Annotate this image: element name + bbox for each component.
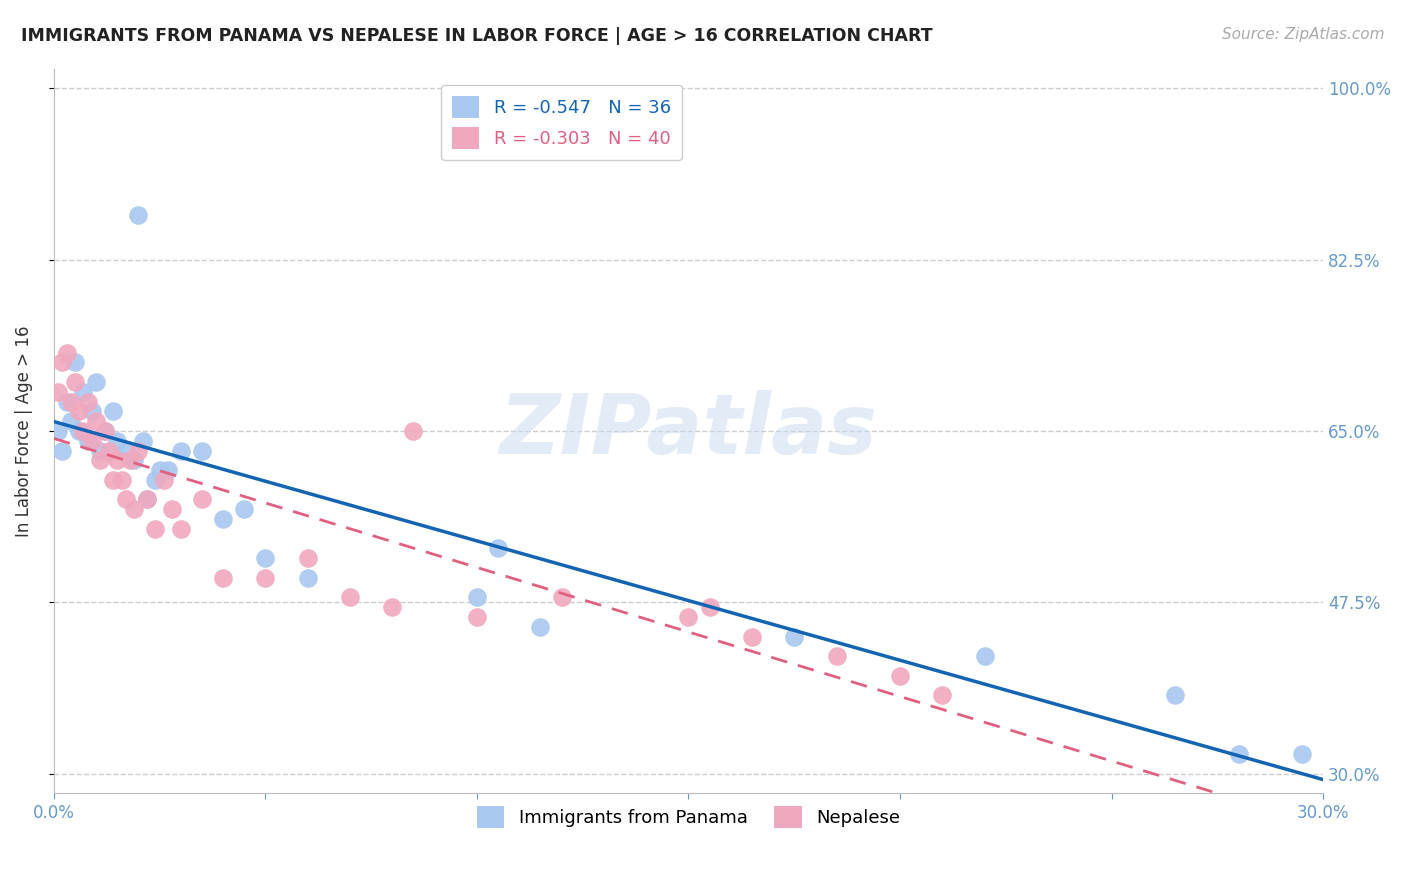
- Point: [486, 541, 509, 556]
- Point: [465, 610, 488, 624]
- Point: [84, 375, 107, 389]
- Point: [212, 512, 235, 526]
- Point: [149, 463, 172, 477]
- Point: [529, 620, 551, 634]
- Point: [889, 669, 911, 683]
- Point: [254, 551, 277, 566]
- Point: [297, 551, 319, 566]
- Point: [699, 600, 721, 615]
- Point: [135, 492, 157, 507]
- Point: [46, 384, 69, 399]
- Point: [105, 453, 128, 467]
- Point: [55, 394, 77, 409]
- Point: [157, 463, 180, 477]
- Text: ZIPatlas: ZIPatlas: [499, 391, 877, 472]
- Point: [63, 355, 86, 369]
- Point: [84, 414, 107, 428]
- Point: [55, 345, 77, 359]
- Point: [254, 571, 277, 585]
- Point: [59, 414, 82, 428]
- Point: [233, 502, 256, 516]
- Point: [381, 600, 404, 615]
- Point: [191, 443, 214, 458]
- Point: [114, 443, 136, 458]
- Text: IMMIGRANTS FROM PANAMA VS NEPALESE IN LABOR FORCE | AGE > 16 CORRELATION CHART: IMMIGRANTS FROM PANAMA VS NEPALESE IN LA…: [21, 27, 932, 45]
- Point: [170, 522, 193, 536]
- Point: [114, 492, 136, 507]
- Point: [825, 649, 848, 664]
- Point: [212, 571, 235, 585]
- Point: [93, 424, 115, 438]
- Point: [1227, 747, 1250, 761]
- Point: [931, 689, 953, 703]
- Point: [162, 502, 184, 516]
- Point: [122, 502, 145, 516]
- Point: [127, 209, 149, 223]
- Point: [51, 443, 73, 458]
- Point: [80, 404, 103, 418]
- Point: [72, 424, 94, 438]
- Point: [402, 424, 425, 438]
- Point: [46, 424, 69, 438]
- Legend: Immigrants from Panama, Nepalese: Immigrants from Panama, Nepalese: [470, 798, 907, 835]
- Point: [1291, 747, 1313, 761]
- Point: [465, 591, 488, 605]
- Point: [67, 404, 90, 418]
- Point: [72, 384, 94, 399]
- Point: [135, 492, 157, 507]
- Point: [89, 443, 111, 458]
- Point: [110, 473, 132, 487]
- Point: [59, 394, 82, 409]
- Point: [191, 492, 214, 507]
- Point: [678, 610, 700, 624]
- Point: [118, 453, 141, 467]
- Point: [122, 453, 145, 467]
- Point: [105, 434, 128, 448]
- Point: [170, 443, 193, 458]
- Point: [297, 571, 319, 585]
- Point: [145, 522, 167, 536]
- Point: [339, 591, 361, 605]
- Point: [80, 434, 103, 448]
- Point: [97, 443, 120, 458]
- Point: [131, 434, 153, 448]
- Point: [101, 404, 124, 418]
- Point: [1164, 689, 1187, 703]
- Point: [63, 375, 86, 389]
- Point: [51, 355, 73, 369]
- Point: [76, 394, 98, 409]
- Point: [550, 591, 572, 605]
- Point: [145, 473, 167, 487]
- Point: [93, 424, 115, 438]
- Point: [67, 424, 90, 438]
- Y-axis label: In Labor Force | Age > 16: In Labor Force | Age > 16: [15, 326, 32, 537]
- Point: [973, 649, 995, 664]
- Point: [101, 473, 124, 487]
- Point: [127, 443, 149, 458]
- Text: Source: ZipAtlas.com: Source: ZipAtlas.com: [1222, 27, 1385, 42]
- Point: [741, 630, 763, 644]
- Point: [89, 453, 111, 467]
- Point: [76, 434, 98, 448]
- Point: [153, 473, 176, 487]
- Point: [783, 630, 806, 644]
